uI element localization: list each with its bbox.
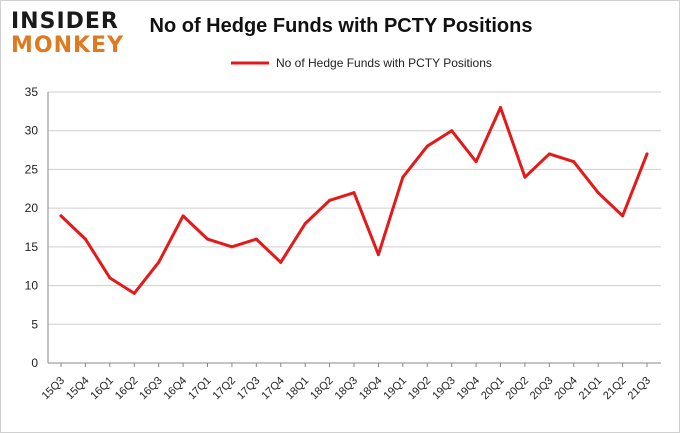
series-line xyxy=(59,105,649,295)
x-tick-label: 15Q4 xyxy=(64,375,92,403)
x-tick-label: 15Q3 xyxy=(40,375,68,403)
data-point xyxy=(254,237,258,241)
x-tick-label: 19Q3 xyxy=(430,375,458,403)
y-tick-label: 20 xyxy=(25,201,39,215)
legend-label: No of Hedge Funds with PCTY Positions xyxy=(276,56,492,70)
data-point xyxy=(596,191,600,195)
x-tick-label: 20Q3 xyxy=(528,375,556,403)
y-tick-label: 15 xyxy=(25,240,39,254)
data-point xyxy=(645,152,649,156)
x-tick-label: 18Q2 xyxy=(308,375,336,403)
x-tick-label: 20Q4 xyxy=(552,375,580,403)
data-point xyxy=(132,291,136,295)
data-point xyxy=(523,175,527,179)
x-tick-label: 17Q2 xyxy=(211,375,239,403)
data-point xyxy=(621,214,625,218)
data-point xyxy=(279,260,283,264)
data-point xyxy=(157,260,161,264)
data-point xyxy=(547,152,551,156)
data-point xyxy=(499,105,502,109)
data-point xyxy=(303,222,307,226)
logo-line-2: MONKEY xyxy=(11,33,125,58)
x-tick-label: 19Q1 xyxy=(381,375,409,403)
x-tick-label: 17Q1 xyxy=(186,375,214,403)
x-tick-label: 19Q4 xyxy=(455,375,483,403)
y-tick-label: 30 xyxy=(25,124,39,138)
x-tick-label: 21Q3 xyxy=(626,375,654,403)
data-point xyxy=(108,276,112,280)
x-tick-label: 18Q1 xyxy=(284,375,312,403)
x-tick-label: 16Q1 xyxy=(88,375,116,403)
logo-line-1: INSIDER xyxy=(11,9,119,34)
y-tick-label: 35 xyxy=(25,85,39,99)
x-tick-label: 17Q4 xyxy=(259,375,287,403)
y-tick-label: 10 xyxy=(25,279,39,293)
x-tick-label: 20Q2 xyxy=(504,375,532,403)
data-point xyxy=(59,214,63,218)
x-tick-label: 16Q3 xyxy=(137,375,165,403)
data-point xyxy=(376,253,380,257)
data-point xyxy=(425,144,429,148)
data-point xyxy=(83,237,87,241)
data-point xyxy=(230,245,234,249)
data-point xyxy=(181,214,185,218)
x-tick-label: 19Q2 xyxy=(406,375,434,403)
data-point xyxy=(352,191,356,195)
data-point xyxy=(450,129,454,133)
data-point xyxy=(474,160,478,164)
insider-monkey-logo: INSIDER MONKEY xyxy=(11,9,133,59)
x-tick-label: 20Q1 xyxy=(479,375,507,403)
chart-title: No of Hedge Funds with PCTY Positions xyxy=(149,15,533,37)
y-tick-label: 0 xyxy=(31,356,38,370)
x-tick-label: 18Q3 xyxy=(333,375,361,403)
data-point xyxy=(206,237,209,241)
x-tick-label: 17Q3 xyxy=(235,375,263,403)
y-tick-label: 5 xyxy=(31,317,38,331)
data-point xyxy=(401,175,405,179)
y-tick-label: 25 xyxy=(25,162,39,176)
data-point xyxy=(572,160,576,164)
x-tick-label: 21Q2 xyxy=(601,375,629,403)
x-tick-label: 18Q4 xyxy=(357,375,385,403)
x-tick-label: 21Q1 xyxy=(577,375,605,403)
data-point xyxy=(328,198,332,202)
x-tick-label: 16Q2 xyxy=(113,375,141,403)
x-tick-label: 16Q4 xyxy=(162,375,190,403)
